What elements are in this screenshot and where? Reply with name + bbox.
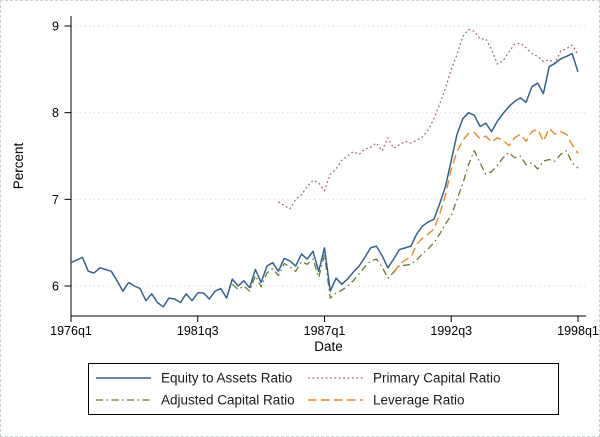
x-axis: 1976q1 1981q3 1987q1 1992q3 1998q1 Date bbox=[50, 315, 599, 354]
series-lines bbox=[70, 28, 579, 308]
x-tick-label: 1992q3 bbox=[430, 324, 472, 338]
y-axis: 9 8 7 6 Percent bbox=[11, 16, 72, 316]
legend-item-leverage-ratio: Leverage Ratio bbox=[308, 393, 465, 408]
x-axis-title: Date bbox=[314, 339, 343, 354]
legend-label-primary-capital-ratio: Primary Capital Ratio bbox=[373, 371, 501, 386]
y-axis-title: Percent bbox=[11, 142, 26, 189]
legend: Equity to Assets Ratio Primary Capital Ra… bbox=[88, 363, 559, 415]
series-line-adjusted-capital-ratio bbox=[231, 150, 579, 299]
legend-label-adjusted-capital-ratio: Adjusted Capital Ratio bbox=[161, 393, 295, 408]
y-tick-label: 6 bbox=[52, 280, 59, 294]
legend-label-equity-to-assets-ratio: Equity to Assets Ratio bbox=[161, 371, 292, 386]
x-tick-label: 1987q1 bbox=[304, 324, 346, 338]
series-line-leverage-ratio bbox=[393, 127, 579, 274]
legend-box bbox=[88, 363, 559, 415]
series-line-primary-capital-ratio bbox=[278, 28, 579, 210]
series-line-equity-to-assets-ratio bbox=[70, 52, 579, 308]
y-tick-label: 9 bbox=[52, 20, 59, 34]
legend-item-equity-to-assets-ratio: Equity to Assets Ratio bbox=[96, 371, 292, 386]
legend-item-adjusted-capital-ratio: Adjusted Capital Ratio bbox=[96, 393, 295, 408]
y-tick-label: 8 bbox=[52, 106, 59, 120]
legend-item-primary-capital-ratio: Primary Capital Ratio bbox=[308, 371, 501, 386]
y-tick-label: 7 bbox=[52, 193, 59, 207]
x-tick-label: 1976q1 bbox=[50, 324, 92, 338]
legend-label-leverage-ratio: Leverage Ratio bbox=[373, 393, 465, 408]
gridlines bbox=[71, 25, 586, 287]
x-tick-label: 1981q3 bbox=[177, 324, 219, 338]
x-tick-label: 1998q1 bbox=[557, 324, 599, 338]
